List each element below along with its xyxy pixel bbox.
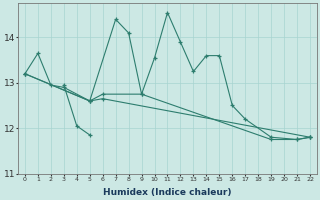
X-axis label: Humidex (Indice chaleur): Humidex (Indice chaleur)	[103, 188, 232, 197]
